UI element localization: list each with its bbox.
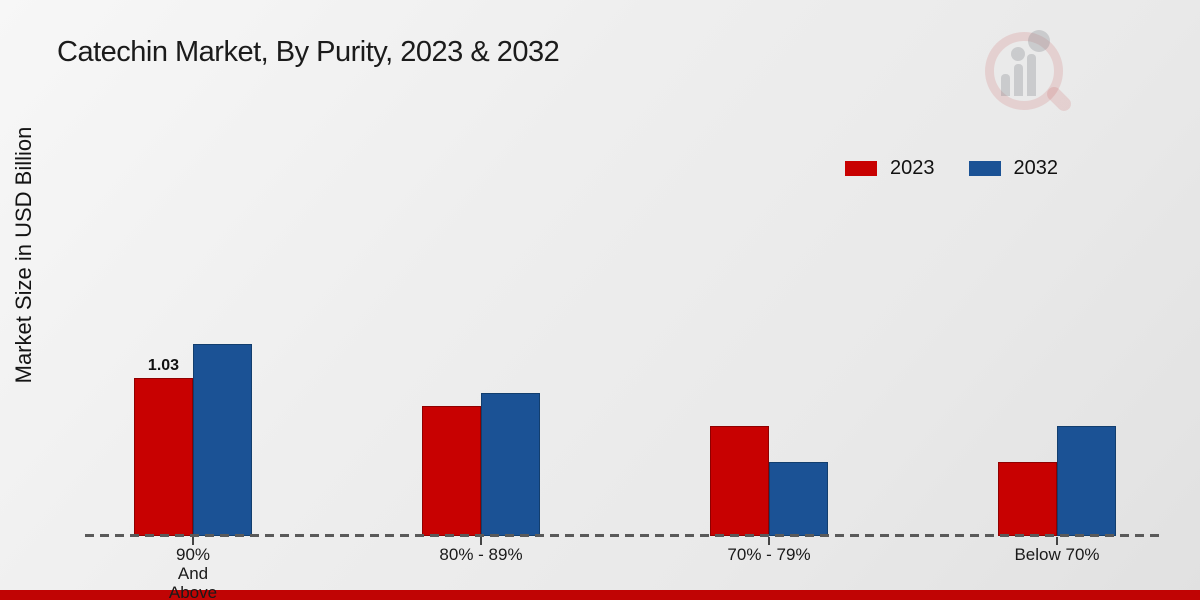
bar-value-label: 1.03 (147, 357, 180, 374)
chart-title: Catechin Market, By Purity, 2023 & 2032 (57, 36, 560, 68)
bar-2032-70-79 (769, 462, 828, 536)
bar-2032-90-and-above (193, 344, 252, 536)
category-label-90-and-above: 90% And Above (168, 545, 218, 600)
category-label-below-70: Below 70% (1014, 545, 1100, 564)
category-label-70-79: 70% - 79% (727, 545, 811, 564)
footer-accent-bar (0, 590, 1200, 600)
bar-2023-below-70 (998, 462, 1057, 536)
bar-2023-70-79 (710, 426, 769, 536)
bar-2032-80-89 (481, 393, 540, 536)
legend-label-2032: 2032 (1013, 157, 1059, 179)
x-axis-baseline (85, 534, 1163, 537)
logo-dot-icon (1011, 47, 1025, 61)
legend-item-2023: 2023 (845, 157, 935, 180)
magnifier-ring-icon (985, 32, 1063, 110)
legend-swatch-2023 (845, 161, 877, 176)
logo-bar-icon (1001, 74, 1010, 96)
legend: 2023 2032 (845, 157, 1058, 180)
legend-item-2032: 2032 (968, 157, 1059, 180)
logo-dot-icon (1028, 30, 1050, 52)
legend-swatch-2032 (968, 161, 1001, 176)
bar-2032-below-70 (1057, 426, 1116, 536)
category-label-80-89: 80% - 89% (439, 545, 523, 564)
bar-2023-90-and-above (134, 378, 193, 536)
y-axis-label: Market Size in USD Billion (11, 126, 36, 384)
x-axis-tick (768, 537, 770, 545)
x-axis-tick (480, 537, 482, 545)
x-axis-tick (192, 537, 194, 545)
magnifier-handle-icon (1044, 84, 1074, 114)
x-axis-tick (1056, 537, 1058, 545)
logo-bar-icon (1014, 64, 1023, 96)
legend-label-2023: 2023 (890, 157, 935, 179)
logo-bar-icon (1027, 54, 1036, 96)
bar-2023-80-89 (422, 406, 481, 536)
magnifier-bar-chart-logo-icon (985, 26, 1085, 118)
